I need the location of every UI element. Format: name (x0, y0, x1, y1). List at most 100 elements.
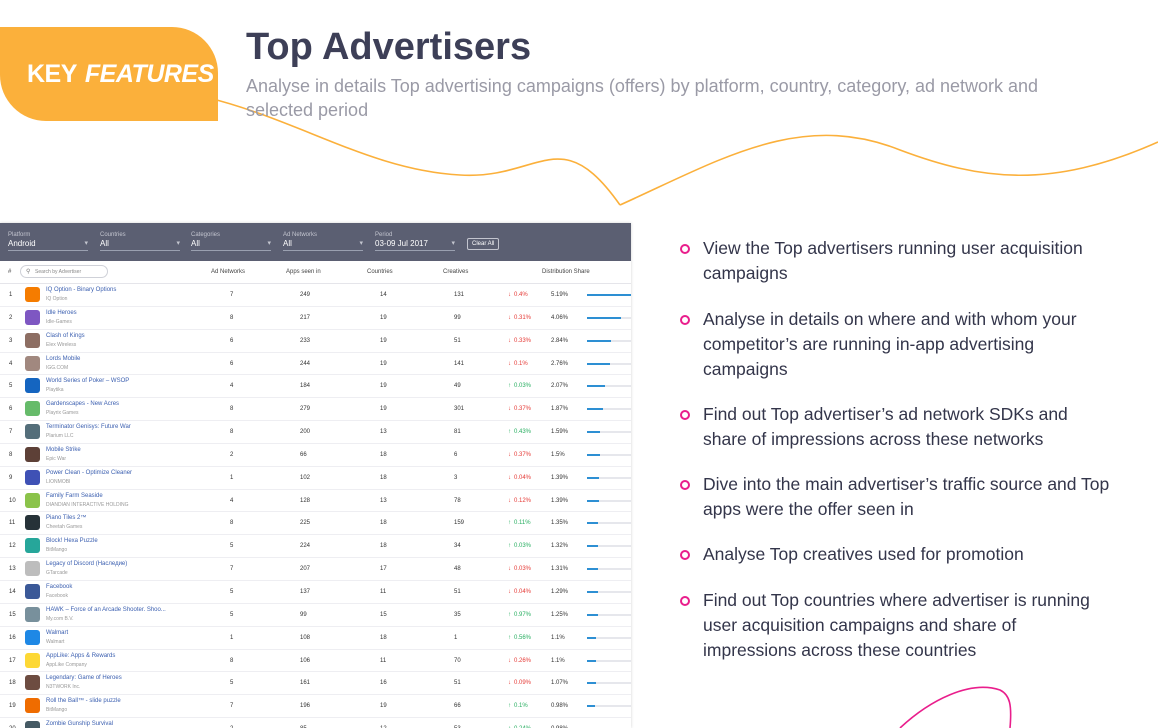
row-apps-seen-in: 225 (300, 520, 311, 527)
advertiser-name-link[interactable]: Clash of Kings (46, 332, 85, 339)
developer-name: DIANDIAN INTERACTIVE HOLDING (46, 501, 129, 508)
advertiser-name-link[interactable]: Idle Heroes (46, 309, 77, 316)
row-countries: 19 (380, 360, 387, 367)
table-row[interactable]: 11 8 225 18 159 1.35% Piano Tiles 2™ Cheetah Ga… (0, 512, 631, 536)
table-row[interactable]: 10 4 128 13 78 1.39% Family Farm Seaside DIANDI… (0, 490, 631, 513)
advertiser-name-link[interactable]: Gardenscapes - New Acres (46, 401, 120, 408)
header-rank[interactable]: # (8, 269, 12, 275)
row-countries: 19 (380, 314, 387, 321)
filter-platform[interactable]: Platform Android (8, 232, 88, 251)
table-row[interactable]: 19 7 196 19 66 0.98% Roll the Ball™ - slide pu… (0, 695, 631, 719)
row-share: 2.76% (551, 360, 569, 367)
developer-name: Facebook (46, 592, 68, 599)
filter-countries[interactable]: Countries All (100, 232, 180, 251)
header-creatives[interactable]: Creatives (443, 269, 469, 275)
developer-name: BitMango (46, 707, 68, 714)
table-row[interactable]: 5 4 184 19 49 2.07% World Series of Poker – WS… (0, 375, 631, 399)
row-apps-seen-in: 217 (300, 314, 311, 321)
advertiser-name-link[interactable]: World Series of Poker – WSOP (46, 378, 130, 385)
row-change: 0.26% (514, 657, 532, 664)
filter-ad-networks[interactable]: Ad Networks All (283, 232, 363, 251)
advertiser-name-link[interactable]: Piano Tiles 2™ (46, 515, 87, 522)
table-row[interactable]: 14 5 137 11 51 1.29% Facebook Facebook ↓ 0.04% (0, 581, 631, 604)
advertiser-name-link[interactable]: Mobile Strike (46, 446, 81, 453)
row-change: 0.03% (514, 383, 532, 390)
arrow-up-icon: ↑ (508, 383, 511, 390)
row-apps-seen-in: 99 (300, 611, 307, 618)
filter-period[interactable]: Period 03-09 Jul 2017 (375, 232, 455, 251)
header-ad-networks[interactable]: Ad Networks (211, 269, 246, 275)
share-bar (587, 362, 610, 365)
page-title: Top Advertisers (246, 26, 532, 68)
advertiser-name-link[interactable]: Legendary: Game of Heroes (46, 675, 122, 682)
row-change: 0.24% (514, 726, 531, 728)
table-row[interactable]: 7 8 200 13 81 1.59% Terminator Genisys: Future… (0, 421, 631, 444)
table-row[interactable]: 1 7 249 14 131 5.19% IQ Option - Binary Option… (0, 284, 631, 307)
row-creatives: 34 (454, 543, 461, 550)
row-change: 0.56% (514, 634, 532, 641)
advertiser-name-link[interactable]: AppLike: Apps & Rewards (46, 652, 116, 659)
advertiser-name-link[interactable]: Block! Hexa Puzzle (46, 538, 98, 545)
page-subtitle: Analyse in details Top advertising campa… (246, 76, 1039, 120)
search-advertiser-input[interactable]: ⚲ Search by Advertiser (20, 265, 108, 278)
row-share: 1.1% (551, 657, 565, 664)
table-row[interactable]: 17 8 106 11 70 1.1% AppLike: Apps & Rewards App… (0, 650, 631, 673)
filter-label: Categories (191, 232, 221, 238)
filter-value: All (191, 239, 271, 251)
developer-name: My.com B.V. (46, 615, 74, 622)
table-row[interactable]: 16 1 108 18 1 1.1% Walmart Walmart ↑ 0.56% (0, 627, 631, 650)
table-row[interactable]: 15 5 99 15 35 1.25% HAWK – Force of an Arcade … (0, 604, 631, 627)
share-bar (587, 568, 598, 571)
filter-categories[interactable]: Categories All (191, 232, 271, 251)
advertiser-name-link[interactable]: Power Clean - Optimize Cleaner (46, 469, 133, 476)
row-change: 0.31% (514, 314, 532, 321)
advertiser-name-link[interactable]: Zombie Gunship Survival (46, 721, 114, 728)
arrow-down-icon: ↓ (508, 292, 511, 298)
advertiser-name-link[interactable]: Terminator Genisys: Future War (46, 424, 131, 431)
row-countries: 19 (380, 383, 387, 390)
table-row[interactable]: 18 5 161 16 51 1.07% Legendary: Game of Heroes… (0, 672, 631, 696)
filter-label: Countries (100, 232, 126, 238)
feature-text: Analyse Top creatives used for promotion (703, 544, 1024, 564)
advertiser-name-link[interactable]: HAWK – Force of an Arcade Shooter. Shoo.… (46, 606, 166, 613)
clear-all-button[interactable]: Clear All (467, 238, 500, 250)
app-icon (25, 583, 40, 599)
arrow-up-icon: ↑ (508, 611, 511, 618)
table-row[interactable]: 6 8 279 19 301 1.87% Gardenscapes - New Acres P… (0, 398, 631, 422)
advertiser-name-link[interactable]: Lords Mobile (46, 355, 81, 362)
row-creatives: 6 (454, 451, 458, 458)
row-apps-seen-in: 184 (300, 383, 311, 390)
table-row[interactable]: 2028512530.98%Zombie Gunship Survivalfla… (0, 718, 631, 728)
share-bar (587, 385, 605, 388)
table-row[interactable]: 8 2 66 18 6 1.5% Mobile Strike Epic War ↓ 0.37% (0, 444, 631, 467)
app-icon (25, 446, 40, 462)
feature-text: Dive into the main advertiser’s traffic … (703, 474, 1110, 519)
developer-name: N3TWORK Inc. (46, 684, 81, 691)
header-apps-seen-in[interactable]: Apps seen in (286, 269, 321, 275)
advertiser-name-link[interactable]: Family Farm Seaside (46, 492, 103, 499)
table-row[interactable]: 4 6 244 19 141 2.76% Lords Mobile IGG.COM ↓ 0.1% (0, 353, 631, 376)
advertiser-name-link[interactable]: Walmart (46, 629, 69, 636)
row-apps-seen-in: 233 (300, 337, 311, 344)
table-row[interactable]: 12 5 224 18 34 1.32% Block! Hexa Puzzle BitMang… (0, 535, 631, 559)
advertiser-name-link[interactable]: Roll the Ball™ - slide puzzle (46, 698, 121, 705)
bullet-icon (680, 410, 690, 420)
row-creatives: 81 (454, 429, 461, 436)
advertisers-table-screenshot: Platform Android Countries All Categorie… (0, 223, 631, 728)
table-row[interactable]: 13 7 207 17 48 1.31% Legacy of Discord (Наслед… (0, 558, 631, 581)
row-creatives: 51 (454, 680, 461, 687)
row-change: 0.43% (514, 429, 532, 436)
table-row[interactable]: 2 8 217 19 99 4.06% Idle Heroes Idle-Games ↓ 0.31… (0, 307, 631, 330)
table-row[interactable]: 9 1 102 18 3 1.39% Power Clean - Optimize Clea… (0, 467, 631, 490)
row-countries: 16 (380, 680, 387, 687)
advertiser-name-link[interactable]: Facebook (46, 583, 73, 590)
arrow-up-icon: ↑ (508, 429, 511, 436)
share-bar (587, 499, 599, 502)
advertiser-name-link[interactable]: IQ Option - Binary Options (46, 287, 117, 293)
header-distribution-share[interactable]: Distribution Share (542, 269, 590, 275)
share-bar (587, 682, 596, 685)
advertiser-name-link[interactable]: Legacy of Discord (Наследие) (46, 561, 128, 568)
table-row[interactable]: 3 6 233 19 51 2.84% Clash of Kings Elex Wireles… (0, 330, 631, 353)
share-bar-track (587, 385, 631, 388)
header-countries[interactable]: Countries (367, 269, 393, 275)
